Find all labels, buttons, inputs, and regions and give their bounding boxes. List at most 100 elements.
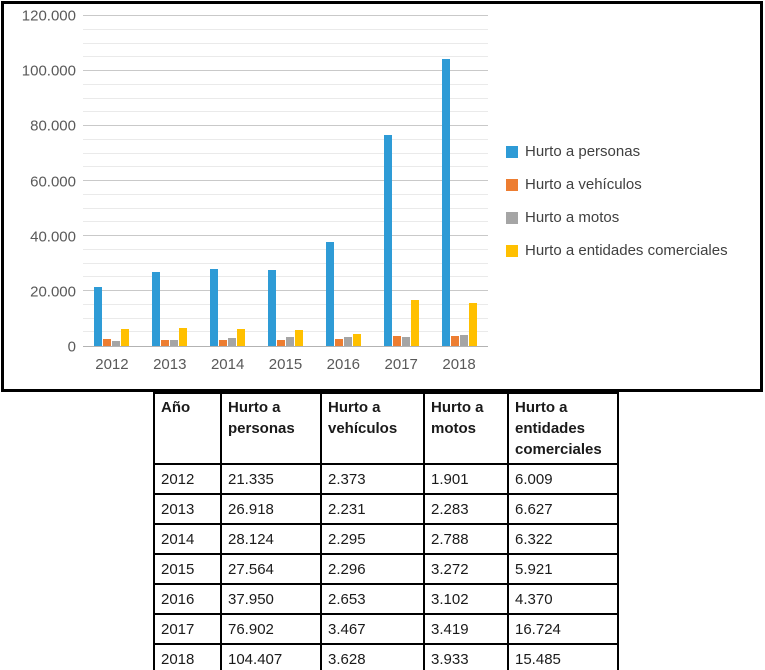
bar-2012-hurto-a-entidades-comerciales — [121, 329, 130, 346]
table-header-cell: Hurto a personas — [220, 392, 322, 465]
x-tick-label: 2016 — [326, 356, 361, 373]
table-header-cell: Hurto a vehículos — [320, 392, 425, 465]
table-row: 2012 21.335 2.373 1.901 6.009 — [153, 463, 619, 495]
legend-item: Hurto a vehículos — [506, 176, 728, 193]
legend-swatch-icon — [506, 145, 518, 158]
y-tick-label: 80.000 — [30, 117, 76, 135]
y-tick-label: 60.000 — [30, 173, 76, 190]
bar-2014-hurto-a-motos — [228, 338, 237, 346]
table-header-row: Año Hurto a personas Hurto a vehículos Hurt… — [153, 392, 619, 465]
legend-swatch-icon — [506, 211, 518, 224]
bar-2018-hurto-a-entidades-comerciales — [468, 303, 477, 346]
minor-gridline — [83, 152, 488, 154]
legend-label: Hurto a motos — [525, 209, 620, 226]
bar-group-2012 — [83, 16, 141, 346]
bar-2018-hurto-a-motos — [459, 335, 468, 346]
major-gridline — [83, 235, 488, 236]
bar-2013-hurto-a-entidades-comerciales — [179, 327, 188, 346]
bar-2015-hurto-a-vehículos — [276, 339, 285, 346]
table-row: 2015 27.564 2.296 3.272 5.921 — [153, 553, 619, 585]
table-cell: 3.272 — [423, 553, 509, 585]
bar-2013-hurto-a-personas — [152, 271, 161, 346]
table-cell: 16.724 — [507, 613, 619, 645]
table-row: 2013 26.918 2.231 2.283 6.627 — [153, 493, 619, 525]
table-cell: 2013 — [153, 493, 222, 525]
table-cell: 2012 — [153, 463, 222, 495]
x-tick-label: 2013 — [153, 356, 187, 373]
bar-2018-hurto-a-vehículos — [450, 336, 459, 346]
table-row: 2017 76.902 3.467 3.419 16.724 — [153, 613, 619, 645]
bar-2017-hurto-a-vehículos — [392, 336, 401, 346]
major-gridline — [83, 125, 488, 126]
table-cell: 2.283 — [423, 493, 509, 525]
bar-2017-hurto-a-motos — [401, 336, 410, 346]
table-cell: 28.124 — [220, 523, 322, 555]
table-cell: 2.296 — [320, 553, 425, 585]
bar-2015-hurto-a-entidades-comerciales — [294, 329, 303, 346]
table-cell: 2018 — [153, 643, 222, 670]
table-cell: 4.370 — [507, 583, 619, 615]
bar-2018-hurto-a-personas — [441, 58, 450, 346]
bar-group-2014 — [199, 16, 257, 346]
plot-area — [83, 15, 488, 347]
table-cell: 15.485 — [507, 643, 619, 670]
table-cell: 76.902 — [220, 613, 322, 645]
x-tick-label: 2017 — [384, 356, 418, 373]
table-body: 2012 21.335 2.373 1.901 6.009 2013 26.918 2.231… — [153, 463, 619, 670]
table-cell: 3.419 — [423, 613, 509, 645]
chart-legend: Hurto a personas Hurto a vehículos Hurto a… — [506, 143, 728, 259]
table-header-cell: Hurto a motos — [423, 392, 509, 465]
legend-item: Hurto a personas — [506, 143, 728, 160]
minor-gridline — [83, 56, 488, 58]
x-tick-label: 2012 — [95, 356, 129, 373]
minor-gridline — [83, 221, 488, 223]
minor-gridline — [83, 248, 488, 250]
minor-gridline — [83, 207, 488, 209]
bar-2016-hurto-a-personas — [325, 241, 334, 346]
bar-2014-hurto-a-personas — [210, 268, 219, 346]
legend-item: Hurto a motos — [506, 209, 728, 226]
bar-2016-hurto-a-motos — [343, 337, 352, 346]
major-gridline — [83, 290, 488, 291]
table-cell: 6.009 — [507, 463, 619, 495]
minor-gridline — [83, 303, 488, 305]
bar-group-2018 — [430, 16, 488, 346]
table-cell: 37.950 — [220, 583, 322, 615]
minor-gridline — [83, 138, 488, 140]
bar-2013-hurto-a-vehículos — [161, 339, 170, 346]
table-cell: 2016 — [153, 583, 222, 615]
bar-2015-hurto-a-personas — [267, 270, 276, 346]
table-cell: 21.335 — [220, 463, 322, 495]
minor-gridline — [83, 166, 488, 168]
table-head: Año Hurto a personas Hurto a vehículos Hurt… — [153, 392, 619, 465]
table-header-cell: Hurto a entidades comerciales — [507, 392, 619, 465]
minor-gridline — [83, 276, 488, 278]
minor-gridline — [83, 83, 488, 85]
data-table: Año Hurto a personas Hurto a vehículos Hurt… — [153, 392, 619, 670]
minor-gridline — [83, 193, 488, 195]
table-cell: 2.373 — [320, 463, 425, 495]
legend-swatch-icon — [506, 178, 518, 191]
bar-group-2016 — [314, 16, 372, 346]
legend-item: Hurto a entidades comerciales — [506, 242, 728, 259]
minor-gridline — [83, 111, 488, 113]
legend-label: Hurto a entidades comerciales — [525, 242, 728, 259]
bar-2015-hurto-a-motos — [285, 337, 294, 346]
x-axis-labels: 2012 2013 2014 2015 2016 2017 2018 — [83, 356, 488, 376]
table-cell: 2.788 — [423, 523, 509, 555]
minor-gridline — [83, 262, 488, 264]
x-tick-label: 2015 — [268, 356, 303, 373]
bar-group-2017 — [372, 16, 430, 346]
minor-gridline — [83, 97, 488, 99]
table-cell: 5.921 — [507, 553, 619, 585]
legend-label: Hurto a vehículos — [525, 176, 642, 193]
table-row: 2014 28.124 2.295 2.788 6.322 — [153, 523, 619, 555]
bar-2017-hurto-a-entidades-comerciales — [410, 300, 419, 346]
bar-2017-hurto-a-personas — [383, 134, 392, 346]
bar-2012-hurto-a-personas — [94, 287, 103, 346]
y-tick-label: 20.000 — [30, 283, 76, 301]
major-gridline — [83, 180, 488, 181]
bar-2016-hurto-a-entidades-comerciales — [352, 333, 361, 346]
table-cell: 104.407 — [220, 643, 322, 670]
